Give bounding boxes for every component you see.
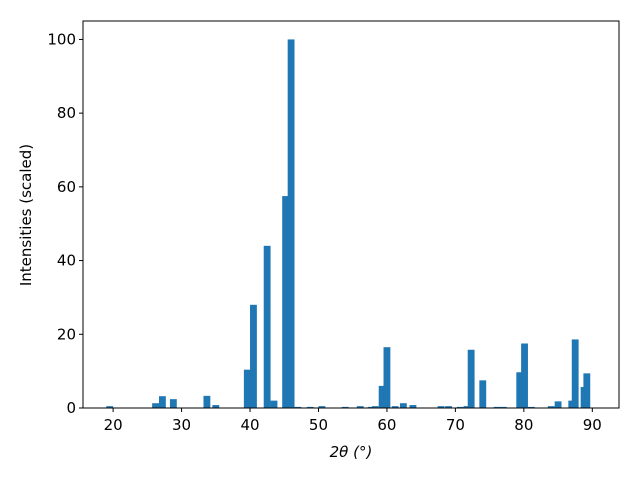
bar — [152, 403, 159, 408]
bar — [287, 39, 295, 409]
bar — [371, 406, 379, 408]
bar — [399, 403, 407, 408]
bar — [318, 406, 326, 408]
y-tick-label: 100 — [47, 30, 76, 48]
y-tick-label: 60 — [57, 178, 76, 196]
bar — [243, 369, 251, 408]
bar — [212, 405, 220, 408]
x-tick-label: 90 — [583, 416, 602, 434]
bar — [158, 396, 166, 408]
x-tick-label: 80 — [514, 416, 533, 434]
x-tick-label: 60 — [377, 416, 396, 434]
bar — [516, 372, 524, 408]
y-tick-label: 40 — [57, 252, 76, 270]
bar — [499, 406, 507, 408]
bar — [445, 406, 452, 408]
bar — [356, 406, 364, 408]
bar — [367, 406, 375, 408]
bar — [493, 406, 501, 408]
bar — [294, 406, 302, 408]
y-tick-label: 80 — [57, 104, 76, 122]
bar — [437, 406, 445, 408]
bar — [571, 339, 579, 408]
bar — [282, 196, 290, 408]
bar — [467, 349, 475, 408]
bar — [169, 399, 177, 408]
x-tick-label: 30 — [172, 416, 191, 434]
x-tick-label: 40 — [240, 416, 259, 434]
x-tick-label: 50 — [309, 416, 328, 434]
bar — [250, 304, 257, 408]
x-tick-label: 20 — [104, 416, 123, 434]
bar — [463, 406, 471, 408]
bar — [479, 380, 487, 408]
bar — [456, 406, 464, 408]
bar — [583, 373, 591, 408]
bar — [270, 400, 278, 408]
x-axis-label: 2θ (°) — [330, 443, 373, 461]
bar — [341, 406, 349, 408]
bar — [521, 343, 528, 408]
y-axis-label: Intensities (scaled) — [17, 144, 35, 286]
x-tick-label: 70 — [446, 416, 465, 434]
bar — [306, 406, 314, 408]
bar — [106, 406, 114, 408]
bar — [554, 401, 562, 408]
y-tick-label: 0 — [66, 399, 76, 417]
bar — [263, 245, 271, 408]
bar — [378, 385, 386, 408]
bar — [527, 406, 535, 408]
bar — [547, 406, 555, 408]
plot-frame — [82, 20, 620, 409]
y-tick-label: 20 — [57, 325, 76, 343]
bar — [203, 395, 211, 408]
bar — [409, 405, 417, 408]
bar — [391, 406, 399, 408]
bar — [383, 347, 391, 408]
